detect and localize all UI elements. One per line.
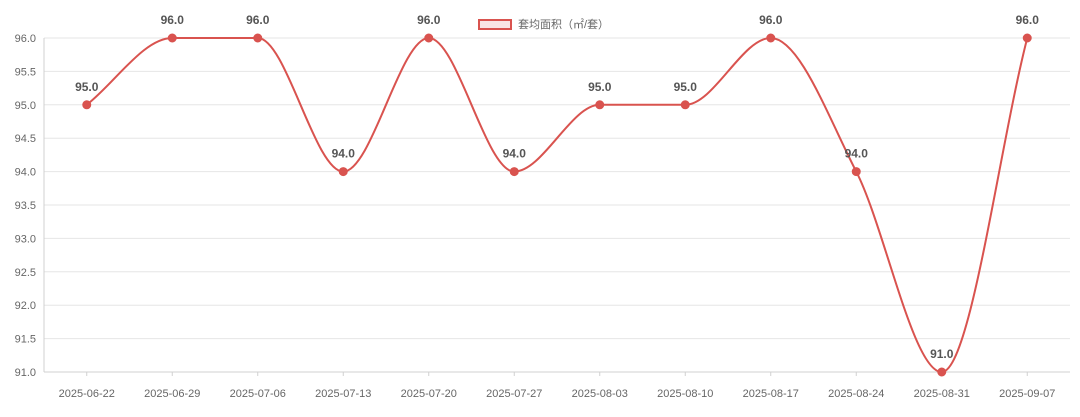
data-label: 94.0 (332, 147, 356, 161)
y-tick-label: 92.0 (15, 300, 36, 312)
x-tick-label: 2025-08-03 (572, 388, 628, 400)
x-tick-label: 2025-08-17 (743, 388, 799, 400)
data-point (595, 100, 605, 110)
legend-swatch (478, 18, 512, 30)
data-point (82, 100, 92, 110)
data-label: 96.0 (417, 13, 441, 27)
x-tick-label: 2025-07-06 (230, 388, 286, 400)
data-point (509, 167, 519, 177)
y-tick-label: 94.0 (15, 167, 36, 179)
y-tick-label: 94.5 (15, 133, 36, 145)
data-label: 91.0 (930, 347, 954, 361)
legend[interactable]: 套均面积（㎡/套） (478, 16, 609, 32)
data-label: 94.0 (503, 147, 527, 161)
y-tick-label: 96.0 (15, 33, 36, 45)
data-point (937, 367, 947, 377)
data-label: 94.0 (845, 147, 869, 161)
x-tick-label: 2025-07-13 (315, 388, 371, 400)
data-label: 96.0 (759, 13, 783, 27)
data-point (851, 167, 861, 177)
y-tick-label: 95.0 (15, 100, 36, 112)
x-tick-label: 2025-06-29 (144, 388, 200, 400)
data-point (167, 33, 177, 43)
series-line (86, 36, 1029, 374)
data-label: 96.0 (246, 13, 270, 27)
data-point (253, 33, 263, 43)
x-tick-label: 2025-08-10 (657, 388, 713, 400)
y-tick-label: 91.0 (15, 367, 36, 379)
data-label: 95.0 (75, 80, 99, 94)
x-tick-label: 2025-08-31 (914, 388, 970, 400)
y-tick-label: 92.5 (15, 267, 36, 279)
data-label: 95.0 (588, 80, 612, 94)
x-tick-label: 2025-07-27 (486, 388, 542, 400)
data-point (338, 167, 348, 177)
y-tick-label: 93.5 (15, 200, 36, 212)
data-label: 96.0 (161, 13, 185, 27)
legend-label: 套均面积（㎡/套） (518, 19, 610, 31)
x-tick-label: 2025-08-24 (828, 388, 884, 400)
x-tick-label: 2025-07-20 (401, 388, 457, 400)
data-label: 96.0 (1016, 13, 1040, 27)
x-tick-label: 2025-06-22 (59, 388, 115, 400)
y-tick-label: 93.0 (15, 233, 36, 245)
data-point (1022, 33, 1032, 43)
y-tick-label: 91.5 (15, 334, 36, 346)
data-point (424, 33, 434, 43)
y-tick-label: 95.5 (15, 66, 36, 78)
data-point (680, 100, 690, 110)
data-point (766, 33, 776, 43)
data-label: 95.0 (674, 80, 698, 94)
x-tick-label: 2025-09-07 (999, 388, 1055, 400)
